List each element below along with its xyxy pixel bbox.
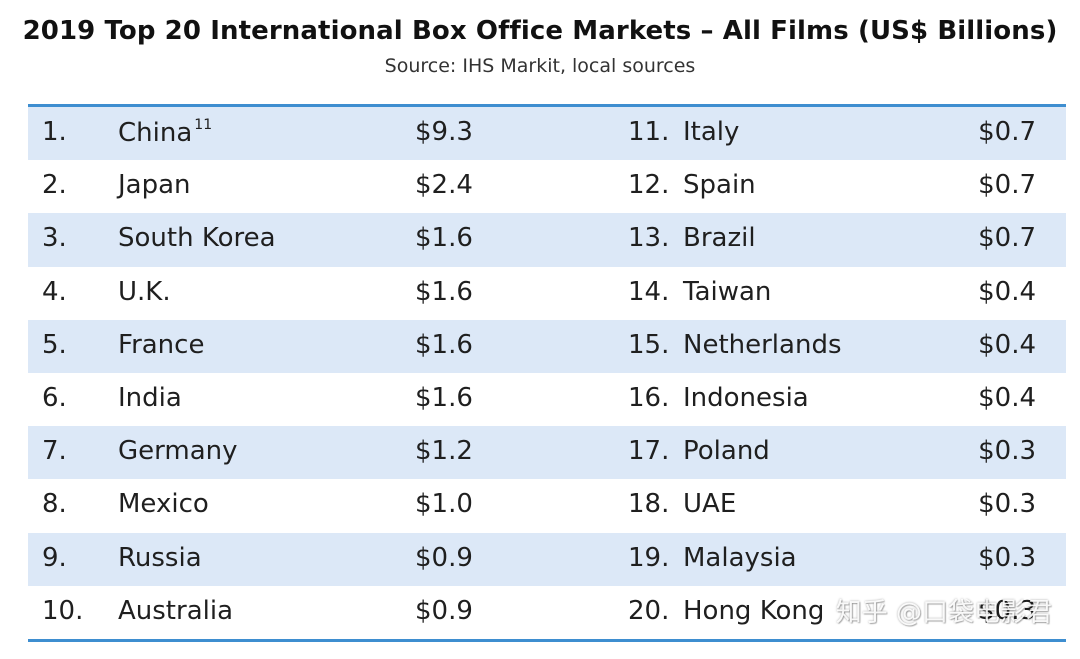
- value-cell: $1.6: [415, 382, 473, 413]
- value-cell: $0.4: [978, 382, 1036, 413]
- country-name: Russia: [118, 542, 202, 573]
- country-name: China: [118, 118, 193, 148]
- table-row: 6. India $1.6 16. Indonesia $0.4: [28, 373, 1066, 426]
- box-office-table: 1. China 11 $9.3 11. Italy $0.7 2. Japan $2.4 12. S…: [28, 104, 1066, 642]
- country-cell: Brazil: [683, 223, 756, 254]
- rank-cell: 7.: [42, 436, 67, 467]
- rank-cell: 3.: [42, 223, 67, 254]
- country-name: Mexico: [118, 489, 209, 520]
- rank-cell: 10.: [42, 595, 84, 626]
- country-name: India: [118, 382, 182, 413]
- country-cell: Malaysia: [683, 542, 797, 573]
- country-cell: Spain: [683, 170, 756, 201]
- country-cell: India: [118, 383, 182, 413]
- value-cell: $0.9: [415, 542, 473, 573]
- value-cell: $1.6: [415, 329, 473, 360]
- value-cell: $9.3: [415, 117, 473, 147]
- table-row: 2. Japan $2.4 12. Spain $0.7: [28, 160, 1066, 213]
- rank-cell: 13.: [628, 223, 670, 254]
- value-cell: $0.9: [415, 595, 473, 626]
- rank-cell: 20.: [628, 595, 670, 626]
- country-name: South Korea: [118, 223, 276, 254]
- country-cell: Italy: [683, 117, 740, 147]
- value-cell: $0.7: [978, 223, 1036, 254]
- value-cell: $0.7: [978, 117, 1036, 147]
- country-name: France: [118, 329, 205, 360]
- value-cell: $1.6: [415, 223, 473, 254]
- rank-cell: 17.: [628, 436, 670, 467]
- value-cell: $1.6: [415, 276, 473, 307]
- country-name: Australia: [118, 595, 234, 626]
- value-cell: $2.4: [415, 170, 473, 201]
- rank-cell: 9.: [42, 542, 67, 573]
- rank-cell: 18.: [628, 489, 670, 520]
- rank-cell: 4.: [42, 276, 67, 307]
- country-cell: France: [118, 330, 204, 360]
- table-row: 7. Germany $1.2 17. Poland $0.3: [28, 426, 1066, 480]
- rank-cell: 16.: [628, 382, 670, 413]
- footnote-marker: 11: [194, 117, 213, 133]
- value-cell: $0.3: [978, 542, 1036, 573]
- table-row: 4. U.K. $1.6 14. Taiwan $0.4: [28, 267, 1066, 320]
- country-cell: Russia: [118, 543, 202, 573]
- rank-cell: 2.: [42, 170, 67, 201]
- table-row: 3. South Korea $1.6 13. Brazil $0.7: [28, 213, 1066, 267]
- country-cell: Poland: [683, 436, 770, 467]
- rank-cell: 15.: [628, 329, 670, 360]
- value-cell: $1.0: [415, 489, 473, 520]
- chart-title: 2019 Top 20 International Box Office Mar…: [22, 16, 1058, 46]
- table-row: 10. Australia $0.9 20. Hong Kong $0.3: [28, 586, 1066, 639]
- rank-cell: 6.: [42, 382, 67, 413]
- value-cell: $0.4: [978, 276, 1036, 307]
- country-cell: Australia: [118, 596, 233, 626]
- value-cell: $0.3: [978, 489, 1036, 520]
- chart-subtitle: Source: IHS Markit, local sources: [384, 55, 696, 77]
- value-cell: $1.2: [415, 436, 473, 467]
- rank-cell: 1.: [42, 117, 67, 147]
- country-cell: Mexico: [118, 489, 209, 519]
- rank-cell: 14.: [628, 276, 670, 307]
- value-cell: $0.4: [978, 329, 1036, 360]
- country-cell: Taiwan: [683, 276, 772, 307]
- rank-cell: 5.: [42, 329, 67, 360]
- table-row: 8. Mexico $1.0 18. UAE $0.3: [28, 479, 1066, 532]
- country-name: Japan: [118, 170, 191, 201]
- country-cell: U.K.: [118, 277, 171, 307]
- country-cell: South Korea: [118, 223, 276, 253]
- country-name: Germany: [118, 436, 238, 467]
- country-cell: Japan: [118, 170, 191, 200]
- table-row: 5. France $1.6 15. Netherlands $0.4: [28, 319, 1066, 373]
- watermark: 知乎 @口袋电影君: [835, 598, 1052, 628]
- rank-cell: 19.: [628, 542, 670, 573]
- country-name: U.K.: [118, 276, 171, 307]
- country-cell: Indonesia: [683, 382, 809, 413]
- country-cell: Germany: [118, 436, 238, 466]
- country-cell: Netherlands: [683, 329, 842, 360]
- rank-cell: 12.: [628, 170, 670, 201]
- table-row: 1. China 11 $9.3 11. Italy $0.7: [28, 107, 1066, 161]
- value-cell: $0.3: [978, 595, 1036, 626]
- rank-cell: 8.: [42, 489, 67, 520]
- rank-cell: 11.: [628, 117, 670, 147]
- country-cell: Hong Kong: [683, 595, 825, 626]
- country-cell: UAE: [683, 489, 737, 520]
- country-cell: China 11: [118, 117, 212, 148]
- value-cell: $0.7: [978, 170, 1036, 201]
- value-cell: $0.3: [978, 436, 1036, 467]
- table-row: 9. Russia $0.9 19. Malaysia $0.3: [28, 532, 1066, 586]
